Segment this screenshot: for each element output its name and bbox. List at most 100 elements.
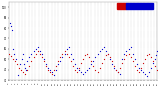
- Point: [144, 73, 146, 75]
- Point: [43, 61, 45, 62]
- Point: [129, 46, 132, 48]
- Point: [63, 50, 66, 52]
- Point: [136, 69, 138, 70]
- Point: [45, 64, 47, 65]
- Point: [155, 54, 158, 56]
- Point: [34, 48, 37, 50]
- Point: [98, 67, 101, 68]
- Point: [12, 59, 14, 60]
- Point: [117, 71, 120, 72]
- Point: [84, 54, 86, 56]
- Point: [57, 64, 60, 65]
- Point: [152, 63, 155, 64]
- Point: [72, 65, 74, 66]
- Point: [65, 48, 68, 50]
- Point: [19, 64, 21, 65]
- Point: [92, 65, 95, 66]
- Point: [26, 61, 29, 62]
- Point: [123, 53, 126, 55]
- Point: [47, 69, 49, 70]
- Point: [22, 71, 24, 72]
- Point: [138, 67, 140, 68]
- Point: [100, 48, 103, 50]
- Point: [131, 61, 134, 62]
- Point: [78, 67, 80, 68]
- Point: [146, 75, 148, 77]
- Point: [32, 57, 35, 58]
- Point: [115, 69, 117, 70]
- Point: [117, 71, 120, 72]
- Point: [8, 22, 11, 24]
- Point: [80, 71, 82, 72]
- Point: [30, 53, 33, 55]
- Point: [140, 69, 142, 70]
- Point: [121, 63, 124, 64]
- Point: [47, 67, 49, 68]
- Point: [88, 57, 91, 58]
- Point: [72, 59, 74, 60]
- Point: [82, 73, 84, 75]
- Point: [150, 67, 152, 68]
- Point: [154, 59, 157, 60]
- Point: [80, 63, 82, 64]
- Point: [61, 53, 64, 55]
- Point: [76, 71, 78, 72]
- Point: [119, 73, 122, 75]
- Point: [133, 65, 136, 66]
- Point: [113, 67, 115, 68]
- Point: [140, 67, 142, 68]
- Point: [17, 74, 19, 76]
- Point: [94, 69, 97, 70]
- Point: [11, 29, 13, 31]
- Point: [127, 53, 130, 55]
- Point: [111, 61, 113, 62]
- Point: [154, 65, 157, 66]
- Point: [102, 46, 105, 48]
- Point: [88, 67, 91, 68]
- Point: [152, 61, 155, 62]
- Point: [24, 67, 27, 68]
- Point: [49, 69, 51, 70]
- Point: [18, 67, 20, 68]
- Point: [100, 63, 103, 64]
- Point: [84, 71, 86, 72]
- Point: [55, 65, 58, 66]
- Point: [131, 53, 134, 55]
- Point: [43, 59, 45, 60]
- Point: [53, 74, 56, 76]
- Point: [28, 65, 31, 66]
- Point: [96, 71, 99, 72]
- Point: [156, 50, 159, 52]
- Point: [144, 59, 146, 60]
- Point: [30, 61, 33, 62]
- Point: [67, 57, 70, 58]
- Point: [13, 53, 15, 55]
- Point: [51, 73, 53, 75]
- Point: [40, 57, 43, 58]
- Point: [86, 69, 88, 70]
- Point: [98, 50, 101, 52]
- Point: [51, 71, 53, 72]
- Point: [123, 59, 126, 60]
- Point: [49, 71, 51, 72]
- Point: [16, 64, 18, 65]
- Point: [8, 53, 10, 55]
- Point: [59, 61, 62, 62]
- Point: [67, 46, 70, 48]
- Point: [57, 61, 60, 62]
- Point: [129, 57, 132, 58]
- Point: [125, 54, 128, 56]
- Point: [104, 50, 107, 52]
- Point: [20, 69, 22, 70]
- Point: [107, 53, 109, 55]
- Point: [69, 61, 72, 62]
- Point: [74, 69, 76, 70]
- Point: [22, 53, 24, 55]
- Point: [119, 67, 122, 68]
- Point: [142, 71, 144, 72]
- Point: [26, 69, 29, 70]
- Point: [90, 61, 93, 62]
- Point: [136, 64, 138, 65]
- Point: [53, 69, 56, 70]
- Point: [92, 61, 95, 62]
